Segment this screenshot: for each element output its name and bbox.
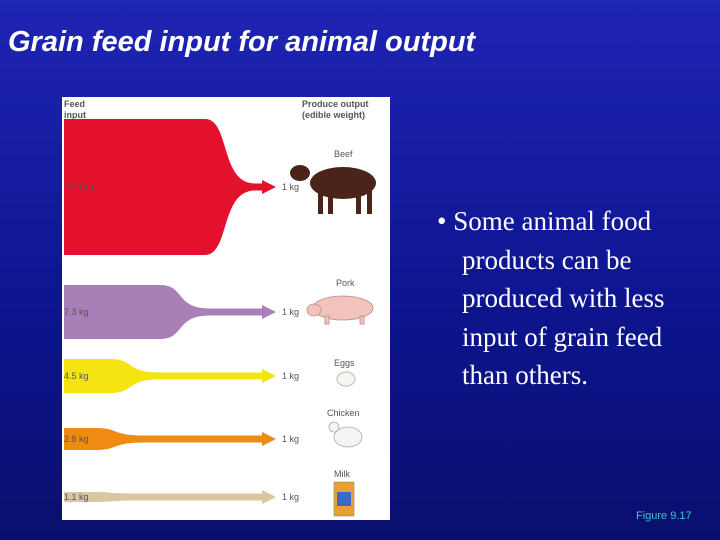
slide-title: Grain feed input for animal output [8,26,476,58]
figure-caption: Figure 9.17 [636,510,692,522]
milk-icon [333,481,355,517]
flow-shape [64,490,276,504]
input-label: 1.1 kg [64,492,89,502]
output-label: 1 kg [282,492,299,502]
bullet-text: • Some animal food products can be produ… [437,206,665,390]
input-label: 4.5 kg [64,371,89,381]
flow-shape [64,359,276,393]
input-label: 7.3 kg [64,307,89,317]
bullet-content: Some animal food products can be produce… [453,206,665,390]
output-header-box: Produce output (edible weight) [302,99,369,120]
cow-icon [290,165,376,214]
output-label: 1 kg [282,371,299,381]
output-label: 1 kg [282,182,299,192]
flow-shape [64,428,276,450]
egg-icon [336,371,356,387]
input-label: 2.8 kg [64,434,89,444]
output-header: Produce output (edible weight) [302,99,369,120]
product-label: Beef [334,149,353,159]
output-label: 1 kg [282,434,299,444]
pig-icon [306,295,374,325]
flow-shape [64,285,276,339]
output-label: 1 kg [282,307,299,317]
input-label: 20.0 kg [64,182,94,192]
product-label: Pork [336,278,355,288]
product-label: Eggs [334,358,355,368]
input-header: Feed input [64,99,86,120]
product-label: Milk [334,469,350,479]
chicken-icon [328,421,363,448]
input-header-box: Feed input [64,99,86,120]
flow-shape [64,119,276,255]
product-label: Chicken [327,408,360,418]
